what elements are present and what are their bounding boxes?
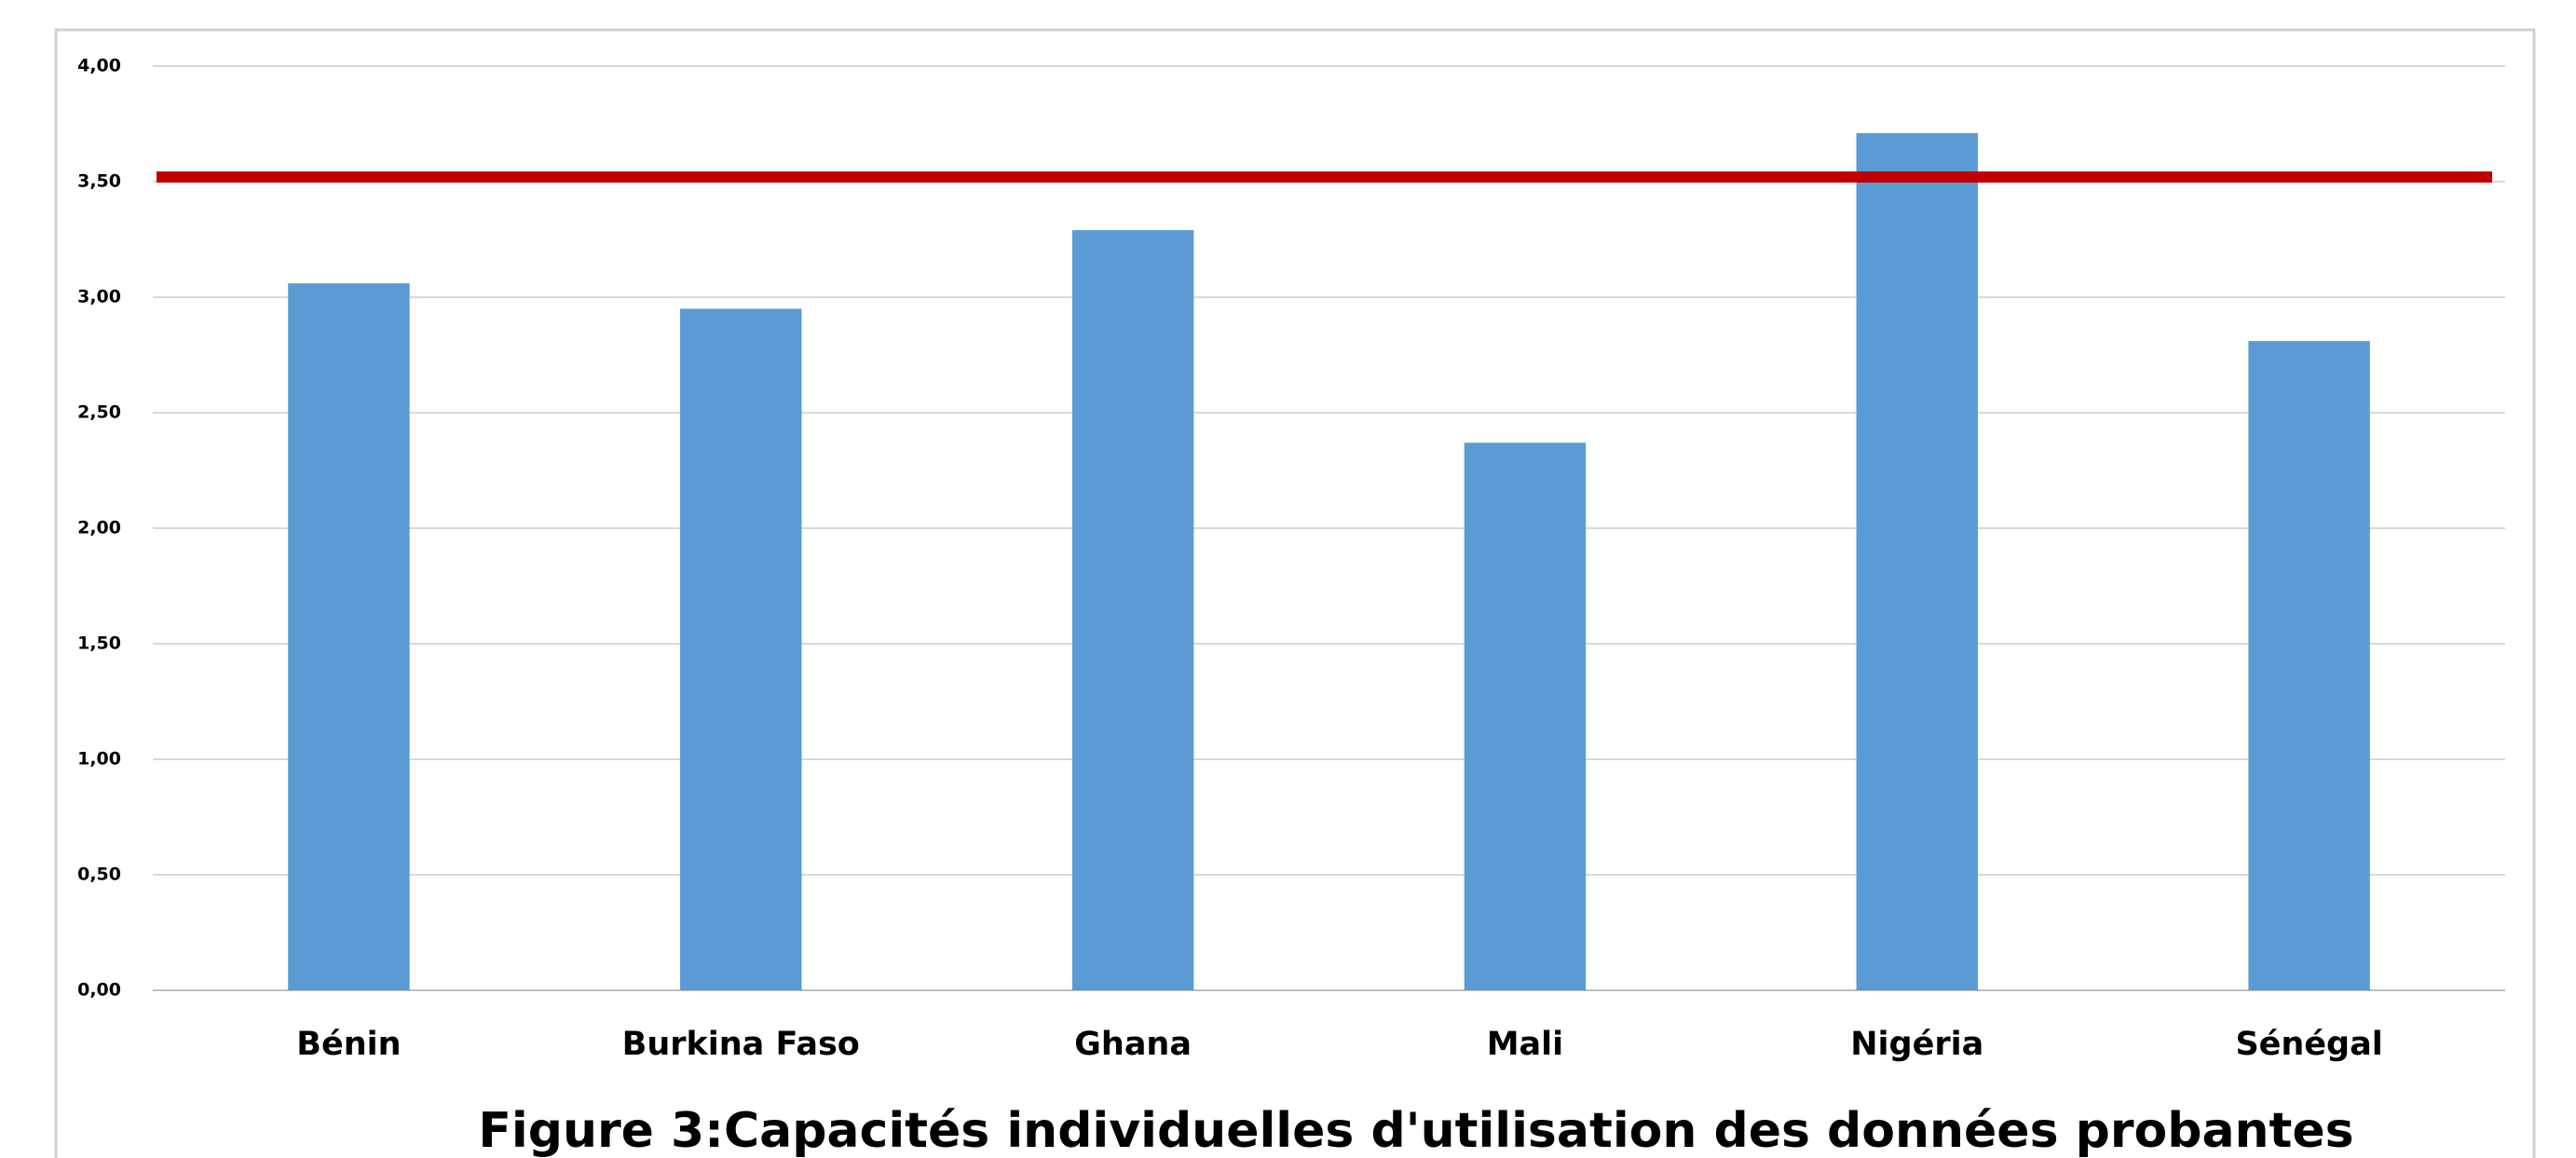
x-tick-label: Bénin	[296, 1026, 401, 1063]
bar	[1464, 443, 1587, 990]
x-tick-label: Mali	[1487, 1026, 1563, 1063]
y-tick-label: 3,00	[77, 287, 121, 307]
y-tick-label: 0,50	[77, 865, 121, 885]
y-tick-label: 2,00	[77, 518, 121, 538]
bar	[1071, 230, 1194, 990]
bar	[288, 283, 410, 990]
y-tick-label: 2,50	[77, 402, 121, 423]
x-tick-label: Sénégal	[2235, 1026, 2382, 1063]
y-tick-label: 0,00	[77, 980, 121, 1001]
x-tick-label: Nigéria	[1850, 1026, 1983, 1063]
bar	[1856, 132, 1978, 991]
y-tick-label: 1,50	[77, 633, 121, 654]
chart-title: Figure 3:Capacités individuelles d'utili…	[478, 1103, 2353, 1158]
x-tick-label: Burkina Faso	[622, 1026, 860, 1063]
bar	[680, 308, 802, 990]
y-tick-label: 1,00	[77, 749, 121, 770]
y-tick-label: 4,00	[77, 56, 121, 76]
bar	[2248, 341, 2370, 990]
chart-frame	[54, 28, 2536, 1158]
x-tick-label: Ghana	[1074, 1026, 1192, 1063]
y-tick-label: 3,50	[77, 171, 121, 192]
